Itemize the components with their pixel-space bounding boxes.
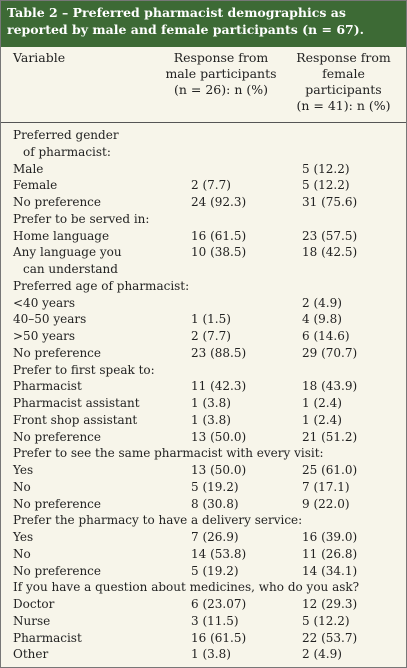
male-value: 3 (11.5): [191, 613, 239, 628]
female-value: 18 (43.9): [302, 379, 358, 394]
column-heading: (n = 41): n (%): [296, 98, 391, 113]
female-value: 12 (29.3): [302, 597, 358, 611]
male-value: 16 (61.5): [191, 228, 247, 243]
male-value: 16 (61.5): [191, 630, 247, 645]
section-label: Preferred gender: [13, 128, 119, 142]
female-value: 5 (12.2): [302, 161, 350, 176]
row-label: No preference: [13, 563, 101, 578]
row-label: No: [13, 479, 31, 494]
female-value: 22 (53.7): [302, 630, 358, 645]
male-value: 14 (53.8): [191, 546, 247, 561]
male-value: 2 (7.7): [191, 329, 231, 343]
male-value: 2 (7.7): [191, 178, 231, 193]
row-label: No preference: [13, 345, 101, 360]
male-value: 13 (50.0): [191, 429, 247, 444]
row-label: No: [13, 546, 31, 561]
female-value: 7 (17.1): [302, 479, 350, 494]
female-value: 5 (12.2): [302, 613, 350, 628]
female-value: 2 (4.9): [302, 647, 342, 662]
row-label: Male: [13, 161, 44, 176]
section-label: If you have a question about medicines, …: [13, 580, 360, 595]
section-label: Prefer to see the same pharmacist with e…: [13, 446, 324, 461]
row-label: Home language: [13, 228, 110, 243]
male-value: 23 (88.5): [191, 345, 247, 360]
female-value: 25 (61.0): [302, 463, 358, 477]
column-heading: participants: [305, 82, 382, 97]
section-label: Preferred age of pharmacist:: [13, 278, 190, 293]
female-value: 1 (2.4): [302, 412, 342, 427]
female-value: 31 (75.6): [302, 195, 358, 209]
row-label: No preference: [13, 195, 101, 209]
row-label: Yes: [13, 463, 34, 477]
male-value: 6 (23.07): [191, 597, 247, 611]
female-value: 18 (42.5): [302, 245, 358, 260]
male-value: 13 (50.0): [191, 463, 247, 477]
male-value: 1 (3.8): [191, 412, 231, 427]
section-label: Prefer to first speak to:: [13, 362, 155, 377]
row-label: Pharmacist assistant: [13, 396, 140, 410]
row-label: can understand: [23, 262, 118, 276]
row-label: No preference: [13, 496, 101, 511]
row-label: >50 years: [13, 329, 76, 343]
female-value: 9 (22.0): [302, 496, 350, 511]
row-label: 40–50 years: [13, 312, 87, 327]
female-value: 2 (4.9): [302, 295, 342, 310]
female-value: 23 (57.5): [302, 228, 358, 243]
male-value: 24 (92.3): [191, 195, 247, 209]
row-label: Pharmacist: [13, 379, 82, 394]
column-heading: Response from: [296, 50, 391, 65]
male-value: 7 (26.9): [191, 530, 239, 544]
table-title: Table 2 – Preferred pharmacist demograph…: [1, 1, 406, 47]
male-value: 1 (3.8): [191, 396, 231, 410]
row-label: Doctor: [13, 597, 55, 611]
row-label: Any language you: [13, 245, 122, 260]
female-value: 11 (26.8): [302, 546, 358, 561]
column-heading: (n = 26): n (%): [174, 82, 268, 97]
column-heading: Variable: [13, 50, 66, 65]
male-value: 8 (30.8): [191, 496, 239, 511]
row-label: Yes: [13, 530, 34, 544]
male-value: 5 (19.2): [191, 563, 239, 578]
male-value: 11 (42.3): [191, 379, 247, 394]
row-label: Front shop assistant: [13, 412, 138, 427]
female-value: 21 (51.2): [302, 429, 358, 444]
female-value: 4 (9.8): [302, 312, 342, 327]
female-value: 5 (12.2): [302, 178, 350, 193]
female-value: 6 (14.6): [302, 329, 350, 343]
row-label: Other: [13, 647, 49, 662]
row-label: Female: [13, 178, 58, 193]
row-label: Pharmacist: [13, 630, 82, 645]
column-heading: male participants: [165, 66, 277, 81]
female-value: 1 (2.4): [302, 396, 342, 410]
row-label: <40 years: [13, 295, 76, 310]
row-label: No preference: [13, 429, 101, 444]
section-label: of pharmacist:: [23, 144, 111, 159]
row-label: Nurse: [13, 613, 51, 628]
male-value: 1 (3.8): [191, 647, 231, 662]
female-value: 16 (39.0): [302, 530, 358, 544]
male-value: 5 (19.2): [191, 479, 239, 494]
section-label: Prefer to be served in:: [13, 211, 150, 226]
column-heading: Response from: [173, 50, 269, 65]
section-label: Prefer the pharmacy to have a delivery s…: [13, 513, 303, 528]
female-value: 14 (34.1): [302, 563, 358, 578]
male-value: 10 (38.5): [191, 245, 247, 260]
column-header: Variable Response from male participants (n…: [1, 47, 406, 123]
male-value: 1 (1.5): [191, 312, 231, 327]
female-value: 29 (70.7): [302, 345, 358, 360]
column-heading: female: [322, 66, 365, 81]
